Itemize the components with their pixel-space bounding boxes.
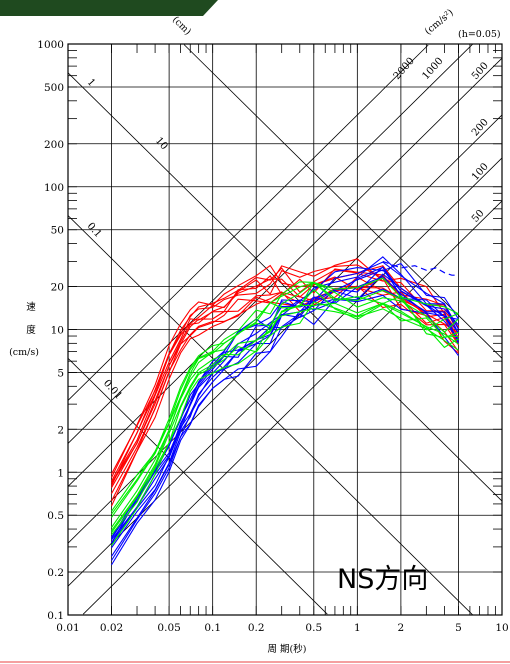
series-line: [111, 275, 459, 549]
y-tick-label: 5: [57, 367, 64, 379]
acceleration-line: [67, 44, 429, 401]
x-tick-label: 5: [455, 622, 462, 634]
direction-label: NS方向: [337, 564, 428, 595]
x-tick-label: 0.2: [248, 622, 265, 634]
x-tick-label: 0.5: [305, 622, 322, 634]
y-tick-label: 0.2: [47, 567, 64, 579]
series-line: [111, 301, 459, 536]
series-line: [111, 264, 459, 486]
y-tick-label: 50: [51, 225, 64, 237]
acceleration-line: [82, 200, 503, 615]
y-tick-label: 500: [44, 82, 64, 94]
series-line: [111, 294, 459, 566]
damping-label: (h=0.05): [458, 29, 501, 40]
ylabel-unit: (cm/s): [9, 347, 39, 358]
x-tick-label: 1: [354, 622, 361, 634]
dashed-series-line: [382, 260, 459, 276]
acceleration-unit-label: (cm/s²): [423, 7, 456, 37]
series-line: [111, 277, 459, 512]
x-tick-label: 2: [398, 622, 405, 634]
y-tick-label: 1: [57, 467, 64, 479]
y-tick-label: 100: [44, 182, 64, 194]
displacement-unit-label: (cm): [170, 14, 193, 37]
y-tick-label: 2: [57, 424, 64, 436]
y-tick-label: 0.5: [47, 510, 64, 522]
axis-tick-labels: 0.01 0.02 0.05 0.1 0.2 0.5 1 2 5 10 0.1 0.2 0.5 1 2 5 10…: [37, 39, 508, 634]
xlabel: 周 期(秒): [268, 643, 307, 655]
x-tick-label: 0.02: [100, 622, 123, 634]
series-line: [111, 266, 459, 544]
series-layer: [111, 256, 460, 566]
corner-decoration: [0, 0, 218, 16]
y-tick-label: 10: [51, 325, 64, 337]
axis-ticks: [67, 44, 502, 616]
series-line: [111, 265, 459, 475]
displacement-line: [67, 215, 473, 616]
displacement-line: [183, 44, 503, 359]
acceleration-line: [67, 43, 473, 444]
series-line: [111, 307, 459, 546]
y-tick-label: 20: [51, 282, 64, 294]
y-tick-label: 0.1: [47, 610, 64, 622]
series-line: [111, 262, 459, 539]
x-tick-label: 10: [495, 622, 508, 634]
y-tick-label: 1000: [37, 39, 64, 51]
ylabel-char-2: 度: [26, 324, 36, 336]
y-tick-label: 200: [44, 139, 64, 151]
acceleration-line: [67, 114, 503, 544]
x-tick-label: 0.01: [56, 622, 79, 634]
x-tick-label: 0.05: [157, 622, 180, 634]
series-line: [111, 281, 459, 515]
series-line: [111, 288, 459, 557]
ylabel-char-1: 速: [26, 302, 36, 313]
x-tick-label: 0.1: [204, 622, 221, 634]
displacement-line: [67, 72, 503, 502]
